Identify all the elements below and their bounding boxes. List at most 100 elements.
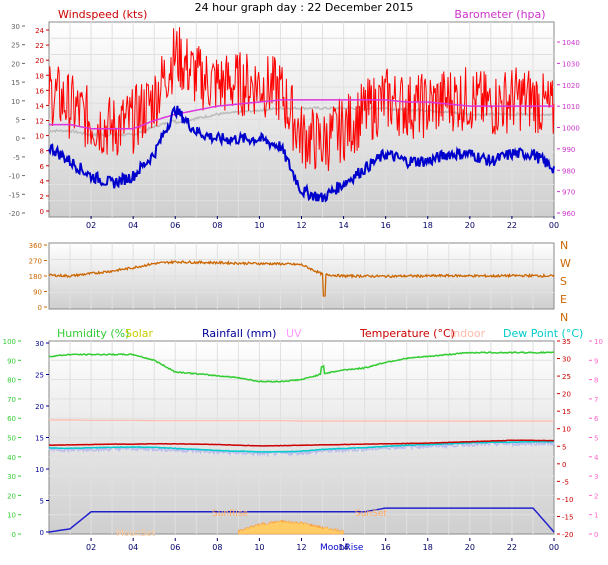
wind-x-tick-label: 10	[254, 221, 264, 230]
windspeed-tick-label: 22	[35, 42, 44, 50]
uv-tick-label: 0	[594, 531, 598, 539]
env-x-tick-label: 10	[254, 543, 264, 552]
wind-secondary-tick-label: -15	[9, 191, 20, 199]
barometer-tick-label: 1040	[562, 39, 580, 47]
windspeed-tick-label: 6	[40, 163, 45, 171]
temperature-line	[49, 439, 555, 447]
rainfall-tick-label: 0	[40, 529, 44, 537]
direction-tick-label: 0	[38, 304, 42, 312]
temperature-label: Temperature (°C)	[359, 327, 455, 340]
barometer-tick-label: 1010	[562, 103, 580, 111]
sunset-annotation: SunSet	[355, 509, 387, 519]
compass-label: N	[560, 311, 568, 324]
wind-x-tick-label: 00	[549, 221, 559, 230]
humidity-tick-label: 40	[7, 454, 16, 462]
rainfall-label: Rainfall (mm)	[202, 327, 276, 340]
temperature-tick-label: -5	[562, 478, 569, 486]
windspeed-tick-label: 16	[35, 87, 44, 95]
rainfall-line	[48, 507, 555, 533]
compass-label: N	[560, 239, 568, 252]
env-x-tick-label: 08	[212, 543, 222, 552]
wind-x-tick-label: 12	[296, 221, 306, 230]
temperature-tick-label: 5	[562, 443, 566, 451]
barometer-tick-label: 980	[562, 167, 575, 175]
wind-x-tick-label: 14	[338, 221, 348, 230]
humidity-tick-label: 10	[7, 512, 16, 520]
env-x-tick-label: 18	[423, 543, 433, 552]
windspeed-tick-label: 0	[40, 208, 44, 216]
temperature-tick-label: 10	[562, 426, 571, 434]
wind-secondary-tick-label: -20	[9, 210, 20, 218]
sunrise-annotation: SunRise	[212, 509, 249, 519]
env-x-tick-label: 02	[86, 543, 96, 552]
wind-panel: Windspeed (kts) Barometer (hpa) 24222018…	[9, 8, 580, 230]
wind-x-tick-label: 18	[423, 221, 433, 230]
uv-tick-label: 6	[594, 415, 599, 423]
moonrise-annotation: MoonRise	[320, 543, 364, 553]
windspeed-tick-label: 10	[35, 133, 44, 141]
barometer-tick-label: 960	[562, 210, 575, 218]
humidity-tick-label: 20	[7, 492, 16, 500]
chart-title: 24 hour graph day : 22 December 2015	[195, 1, 414, 14]
wind-x-tick-label: 22	[507, 221, 517, 230]
windspeed-tick-label: 4	[40, 178, 45, 186]
env-x-tick-label: 20	[465, 543, 475, 552]
rainfall-tick-label: 5	[40, 498, 44, 506]
rainfall-tick-label: 30	[35, 340, 44, 348]
env-x-tick-label: 16	[381, 543, 391, 552]
wind-x-tick-label: 06	[170, 221, 180, 230]
windspeed-tick-label: 2	[40, 193, 44, 201]
uv-label: UV	[286, 327, 302, 340]
env-x-tick-label: 12	[296, 543, 306, 552]
uv-tick-label: 10	[594, 338, 603, 346]
barometer-tick-label: 1000	[562, 125, 580, 133]
temperature-tick-label: -10	[562, 496, 573, 504]
env-x-tick-label: 00	[549, 543, 559, 552]
humidity-tick-label: 80	[7, 377, 16, 385]
uv-tick-label: 4	[594, 454, 599, 462]
windspeed-tick-label: 12	[35, 118, 44, 126]
uv-tick-label: 9	[594, 357, 598, 365]
indoor-label: Indoor	[450, 327, 486, 340]
windspeed-tick-label: 18	[35, 72, 44, 80]
barometer-tick-label: 970	[562, 189, 575, 197]
dewpoint-label: Dew Point (°C)	[503, 327, 583, 340]
indoor-temperature-line	[49, 419, 554, 422]
env-panel: Humidity (%) Solar Rainfall (mm) UV Temp…	[3, 327, 603, 553]
temperature-tick-label: -20	[562, 531, 573, 539]
uv-tick-label: 1	[594, 512, 598, 520]
barometer-line	[49, 99, 554, 130]
wind-secondary-tick-label: 0	[16, 135, 20, 143]
uv-tick-label: 3	[594, 473, 598, 481]
uv-tick-label: 7	[594, 396, 598, 404]
wind-secondary-tick-label: -5	[13, 154, 20, 162]
barometer-axis-label: Barometer (hpa)	[454, 8, 545, 21]
rainfall-tick-label: 25	[35, 372, 44, 380]
barometer-tick-label: 1030	[562, 60, 580, 68]
humidity-tick-label: 90	[7, 357, 16, 365]
humidity-line	[48, 351, 555, 383]
env-x-tick-label: 14	[338, 543, 348, 552]
temperature-tick-label: 35	[562, 338, 571, 346]
wind-secondary-tick-label: 30	[11, 23, 20, 31]
rainfall-tick-label: 20	[35, 403, 44, 411]
env-x-tick-label: 22	[507, 543, 517, 552]
temperature-tick-label: 15	[562, 408, 571, 416]
compass-label: S	[560, 275, 567, 288]
compass-label: E	[560, 293, 567, 306]
wind-average-line	[48, 105, 555, 203]
env-x-tick-label: 04	[128, 543, 138, 552]
wind-x-tick-label: 02	[86, 221, 96, 230]
wind-secondary-tick-label: 15	[11, 79, 20, 87]
uv-tick-label: 8	[594, 377, 598, 385]
uv-tick-label: 5	[594, 435, 598, 443]
wind-secondary-tick-label: 5	[16, 117, 20, 125]
wind-x-tick-label: 20	[465, 221, 475, 230]
wind-secondary-tick-label: 25	[11, 42, 20, 50]
wind-gust-line	[48, 27, 555, 172]
humidity-tick-label: 0	[12, 531, 16, 539]
humidity-tick-label: 100	[3, 338, 16, 346]
compass-label: W	[560, 257, 571, 270]
humidity-tick-label: 60	[7, 415, 16, 423]
direction-tick-label: 180	[29, 273, 42, 281]
